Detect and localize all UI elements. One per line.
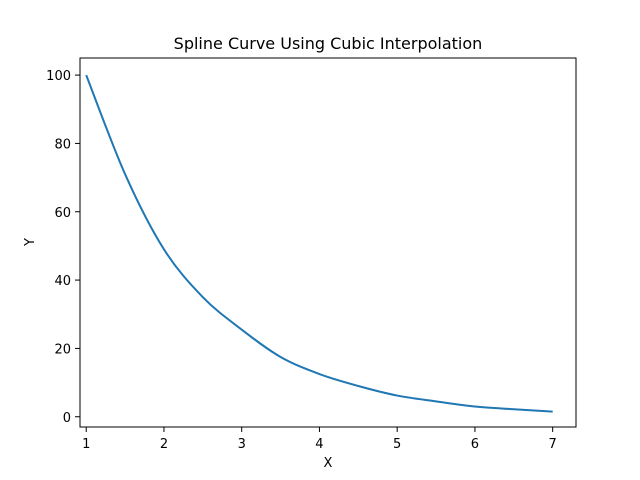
y-tick-label: 80 [54,137,71,152]
y-tick-label: 0 [63,411,71,426]
y-axis-title: Y [23,238,38,247]
y-tick-label: 100 [46,69,71,84]
y-tick-label: 60 [54,206,71,221]
plot-frame [79,57,577,428]
series-line [85,74,553,413]
x-tick-label: 4 [315,437,323,452]
y-tick-label: 40 [54,274,71,289]
plot-area [85,74,553,413]
x-tick-label: 2 [160,437,168,452]
x-tick-label: 1 [82,437,90,452]
chart-title: Spline Curve Using Cubic Interpolation [174,34,483,53]
x-tick-label: 5 [393,437,401,452]
x-axis-title: X [324,456,333,471]
x-tick-label: 3 [238,437,246,452]
x-tick-label: 6 [471,437,479,452]
y-axis: 0 20 40 60 80 100 [46,69,80,426]
y-tick-label: 20 [54,342,71,357]
x-axis: 1 2 3 4 5 6 7 [82,427,557,452]
x-tick-label: 7 [549,437,557,452]
